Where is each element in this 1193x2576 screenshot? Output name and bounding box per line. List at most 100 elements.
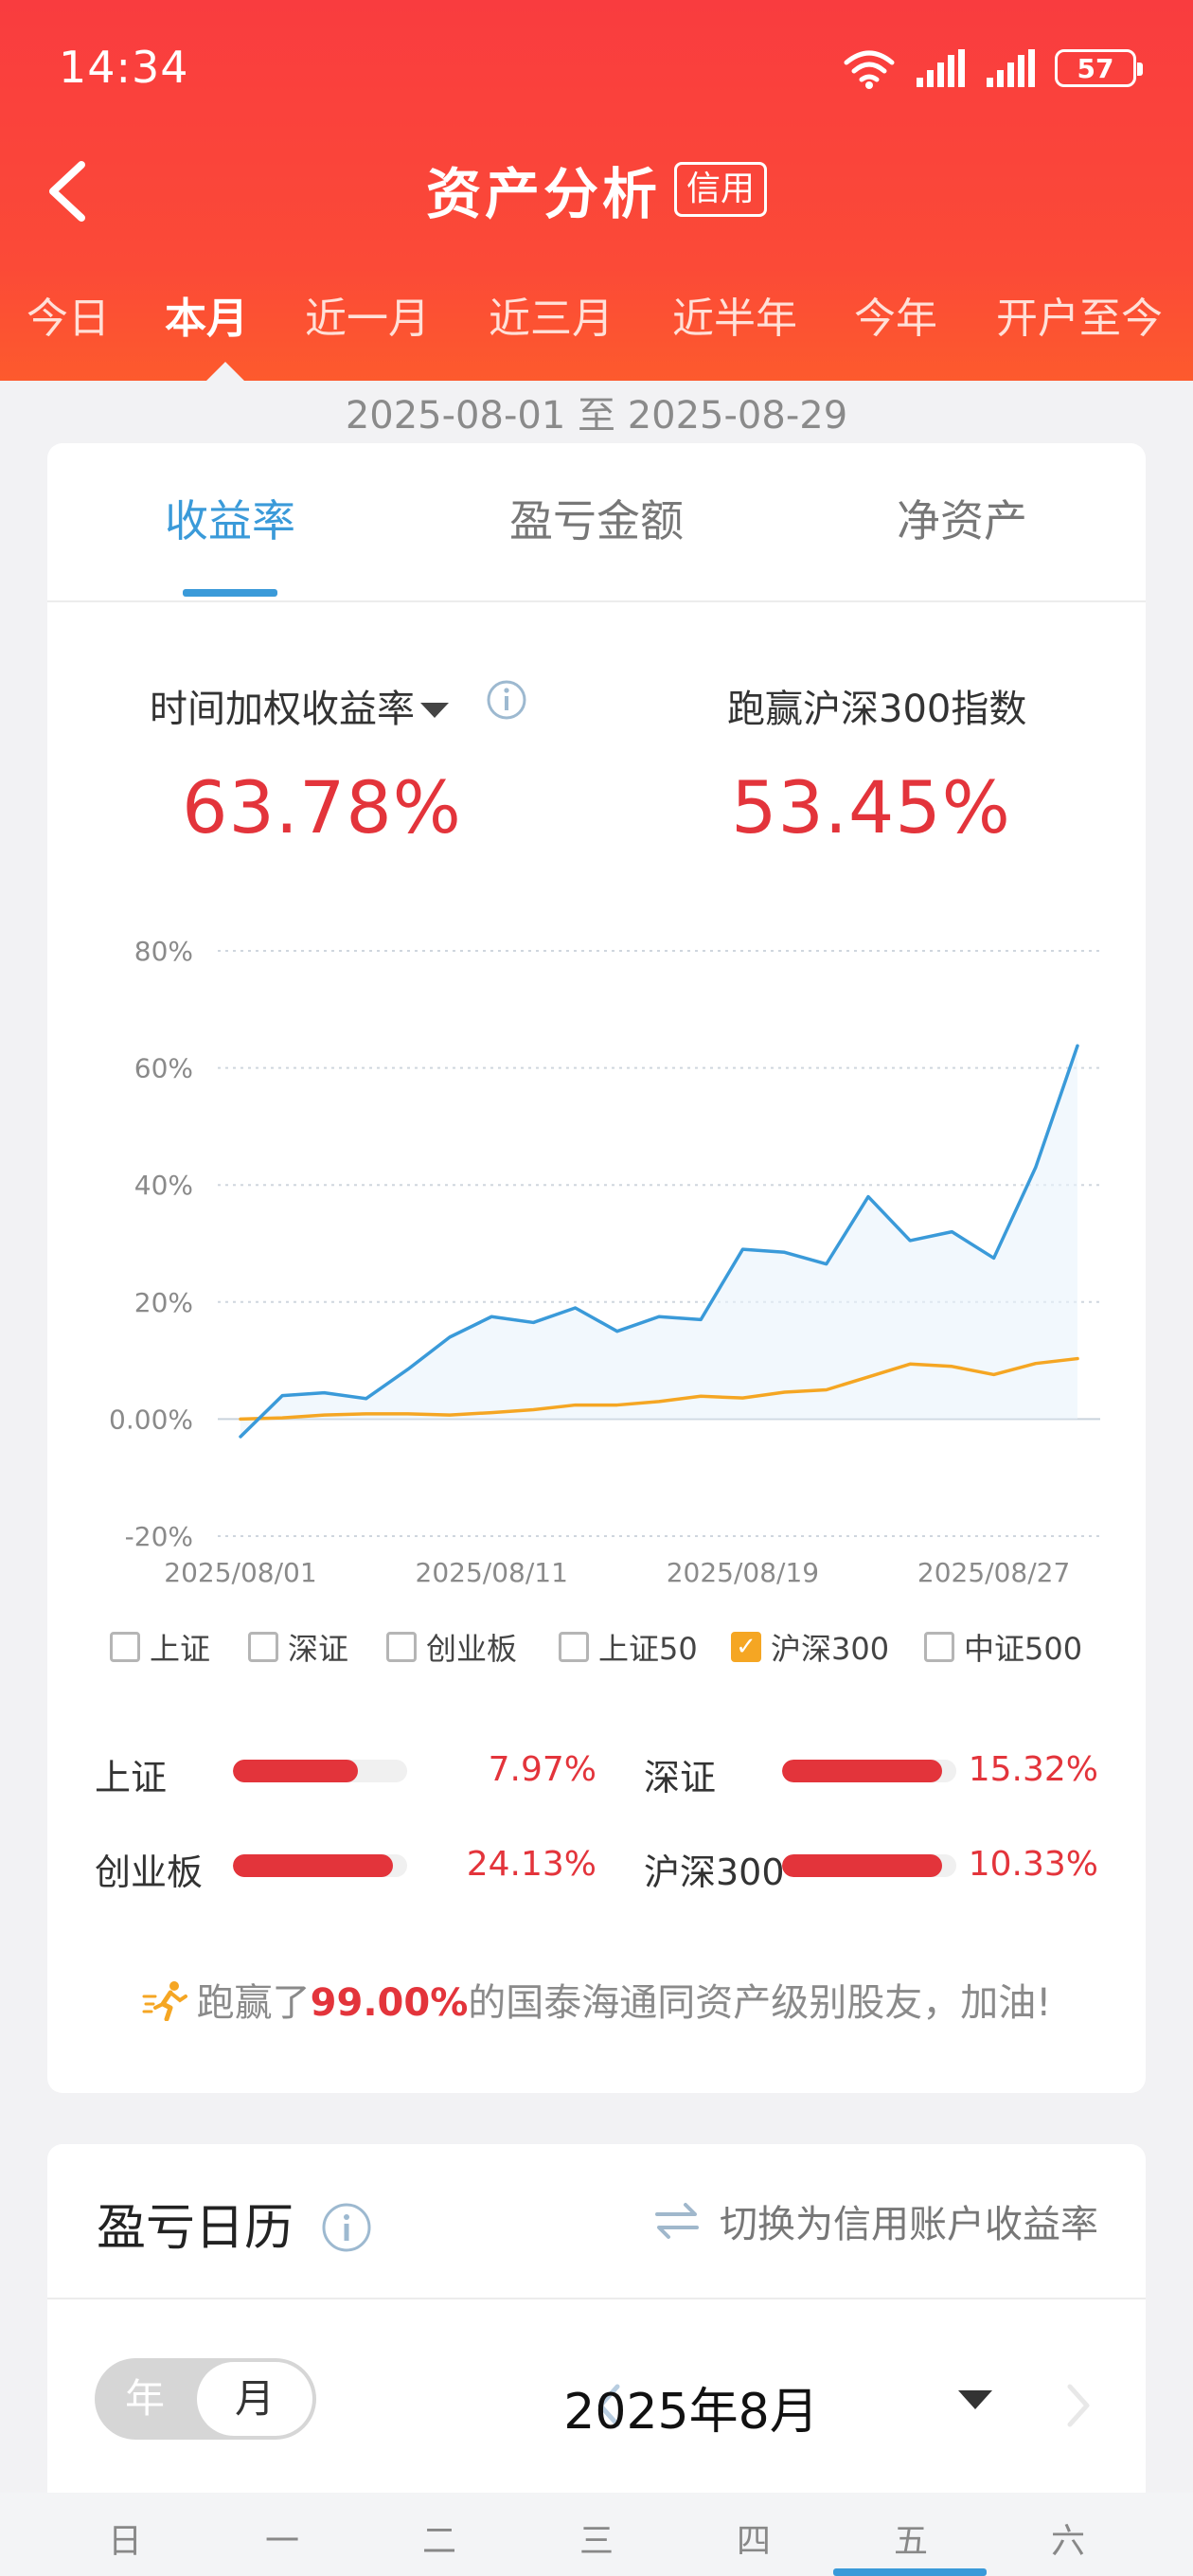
index-legend: 上证 深证 创业板 上证50 ✓ 沪深300 中证500	[47, 1625, 1146, 1673]
status-time: 14:34	[59, 42, 189, 93]
tab-last-month[interactable]: 近一月	[305, 295, 430, 343]
toggle-year[interactable]: 年	[124, 2375, 165, 2422]
returns-card: 收益率 盈亏金额 净资产 时间加权收益率 跑赢沪深300指数 63.78% 53…	[47, 443, 1146, 2093]
legend-item-csi300[interactable]: ✓ 沪深300	[731, 1625, 889, 1669]
checkbox	[559, 1632, 589, 1662]
index-bar-fill	[233, 1854, 394, 1877]
checkbox	[110, 1632, 140, 1662]
return-value: 63.78%	[182, 765, 462, 850]
weekday-mon: 一	[264, 2522, 300, 2561]
caret-down-icon	[420, 703, 449, 718]
beat-value: 53.45%	[731, 765, 1011, 850]
benchmark-label: 跑赢沪深300指数	[727, 688, 1027, 731]
tab-this-year[interactable]: 今年	[854, 295, 937, 343]
index-value: 24.13%	[466, 1845, 596, 1884]
legend-label: 上证	[150, 1631, 211, 1667]
app-header: 14:34 57 资产分析	[0, 0, 1193, 381]
status-icons: 57	[843, 44, 1143, 93]
weekday-tue: 二	[421, 2522, 457, 2561]
beat-prefix: 跑赢了	[196, 1981, 311, 2025]
weekday-thu: 四	[736, 2522, 772, 2561]
battery-level: 57	[1077, 52, 1114, 84]
back-button[interactable]	[38, 152, 95, 231]
y-tick-label: 20%	[134, 1287, 193, 1318]
tab-net-assets[interactable]: 净资产	[897, 495, 1027, 546]
y-tick-label: -20%	[125, 1521, 193, 1552]
wifi-icon	[844, 50, 895, 89]
profit-calendar-card: 盈亏日历 切换为信用账户收益率 年 月 2025年8月	[47, 2144, 1146, 2576]
x-tick-label: 2025/08/27	[917, 1557, 1070, 1588]
year-month-toggle[interactable]: 年 月	[95, 2358, 316, 2440]
index-bar-fill	[782, 1854, 943, 1877]
weekday-sun: 日	[107, 2522, 143, 2561]
index-bar	[782, 1760, 956, 1782]
legend-item-chinext[interactable]: 创业板	[386, 1625, 517, 1669]
x-tick-label: 2025/08/19	[667, 1557, 819, 1588]
toggle-month[interactable]: 月	[197, 2362, 312, 2436]
tab-since-opening[interactable]: 开户至今	[996, 295, 1163, 343]
beat-peers-text: 跑赢了99.00%的国泰海通同资产级别股友，加油!	[0, 1972, 1193, 2027]
page-title: 资产分析	[425, 162, 661, 226]
index-name: 沪深300	[644, 1852, 785, 1893]
legend-label: 沪深300	[771, 1631, 890, 1667]
y-tick-label: 80%	[134, 936, 193, 967]
index-row-shenzhen: 深证 15.32%	[644, 1748, 1098, 1798]
y-tick-label: 60%	[134, 1053, 193, 1084]
calendar-weekday-header: 日 一 二 三 四 五 六	[0, 2493, 1193, 2576]
title-bar: 资产分析 信用	[0, 150, 1193, 229]
switch-return-type-button[interactable]: 切换为信用账户收益率	[653, 2193, 1098, 2248]
index-value: 10.33%	[968, 1845, 1098, 1884]
tab-last-half-year[interactable]: 近半年	[672, 295, 797, 343]
tab-last-3-months[interactable]: 近三月	[489, 295, 614, 343]
legend-label: 创业板	[426, 1631, 518, 1667]
legend-item-csi500[interactable]: 中证500	[924, 1625, 1082, 1669]
index-bar-fill	[233, 1760, 359, 1782]
legend-item-sse50[interactable]: 上证50	[559, 1625, 698, 1669]
switch-label: 切换为信用账户收益率	[720, 2203, 1098, 2246]
tab-profit-amount[interactable]: 盈亏金额	[509, 495, 684, 546]
series-line	[239, 1044, 1079, 1439]
info-icon[interactable]	[485, 678, 528, 722]
swap-arrows-icon	[655, 2203, 699, 2239]
index-value: 7.97%	[488, 1750, 596, 1789]
legend-item-shenzhen[interactable]: 深证	[248, 1625, 348, 1669]
current-month[interactable]: 2025年8月	[563, 2384, 819, 2441]
checkbox-checked: ✓	[731, 1632, 761, 1662]
y-tick-label: 40%	[134, 1170, 193, 1201]
checkbox	[924, 1632, 954, 1662]
battery-icon: 57	[1055, 49, 1143, 87]
divider	[47, 2298, 1146, 2299]
metric-tabs: 收益率 盈亏金额 净资产	[47, 443, 1146, 602]
checkbox	[248, 1632, 278, 1662]
legend-label: 中证500	[964, 1631, 1083, 1667]
x-tick-label: 2025/08/11	[416, 1557, 568, 1588]
return-type-label: 时间加权收益率	[150, 688, 415, 731]
index-row-shanghai: 上证 7.97%	[95, 1748, 596, 1798]
calendar-title: 盈亏日历	[97, 2200, 294, 2257]
tab-return-rate[interactable]: 收益率	[165, 495, 295, 546]
series-area	[240, 1046, 1077, 1437]
index-bar-fill	[782, 1760, 943, 1782]
legend-label: 深证	[288, 1631, 349, 1667]
weekday-fri: 五	[893, 2522, 929, 2561]
beat-percent: 99.00%	[310, 1981, 469, 2025]
x-tick-label: 2025/08/01	[164, 1557, 316, 1588]
index-bar	[782, 1854, 956, 1877]
date-range: 2025-08-01 至 2025-08-29	[345, 394, 848, 438]
index-name: 上证	[95, 1757, 168, 1798]
index-row-csi300: 沪深300 10.33%	[644, 1843, 1098, 1893]
tab-today[interactable]: 今日	[27, 295, 110, 343]
chevron-left-icon[interactable]	[591, 2379, 629, 2432]
return-type-dropdown[interactable]: 时间加权收益率	[150, 678, 451, 733]
running-person-icon	[142, 1981, 187, 2022]
index-bar	[233, 1854, 407, 1877]
info-icon[interactable]	[320, 2201, 373, 2254]
chevron-left-icon	[49, 161, 85, 222]
caret-down-icon[interactable]	[956, 2387, 994, 2415]
tab-this-month[interactable]: 本月	[165, 295, 248, 343]
index-row-chinext: 创业板 24.13%	[95, 1843, 596, 1893]
legend-label: 上证50	[598, 1631, 698, 1667]
chevron-right-icon[interactable]	[1059, 2379, 1096, 2432]
legend-item-shanghai[interactable]: 上证	[110, 1625, 210, 1669]
signal-icon	[917, 49, 965, 87]
